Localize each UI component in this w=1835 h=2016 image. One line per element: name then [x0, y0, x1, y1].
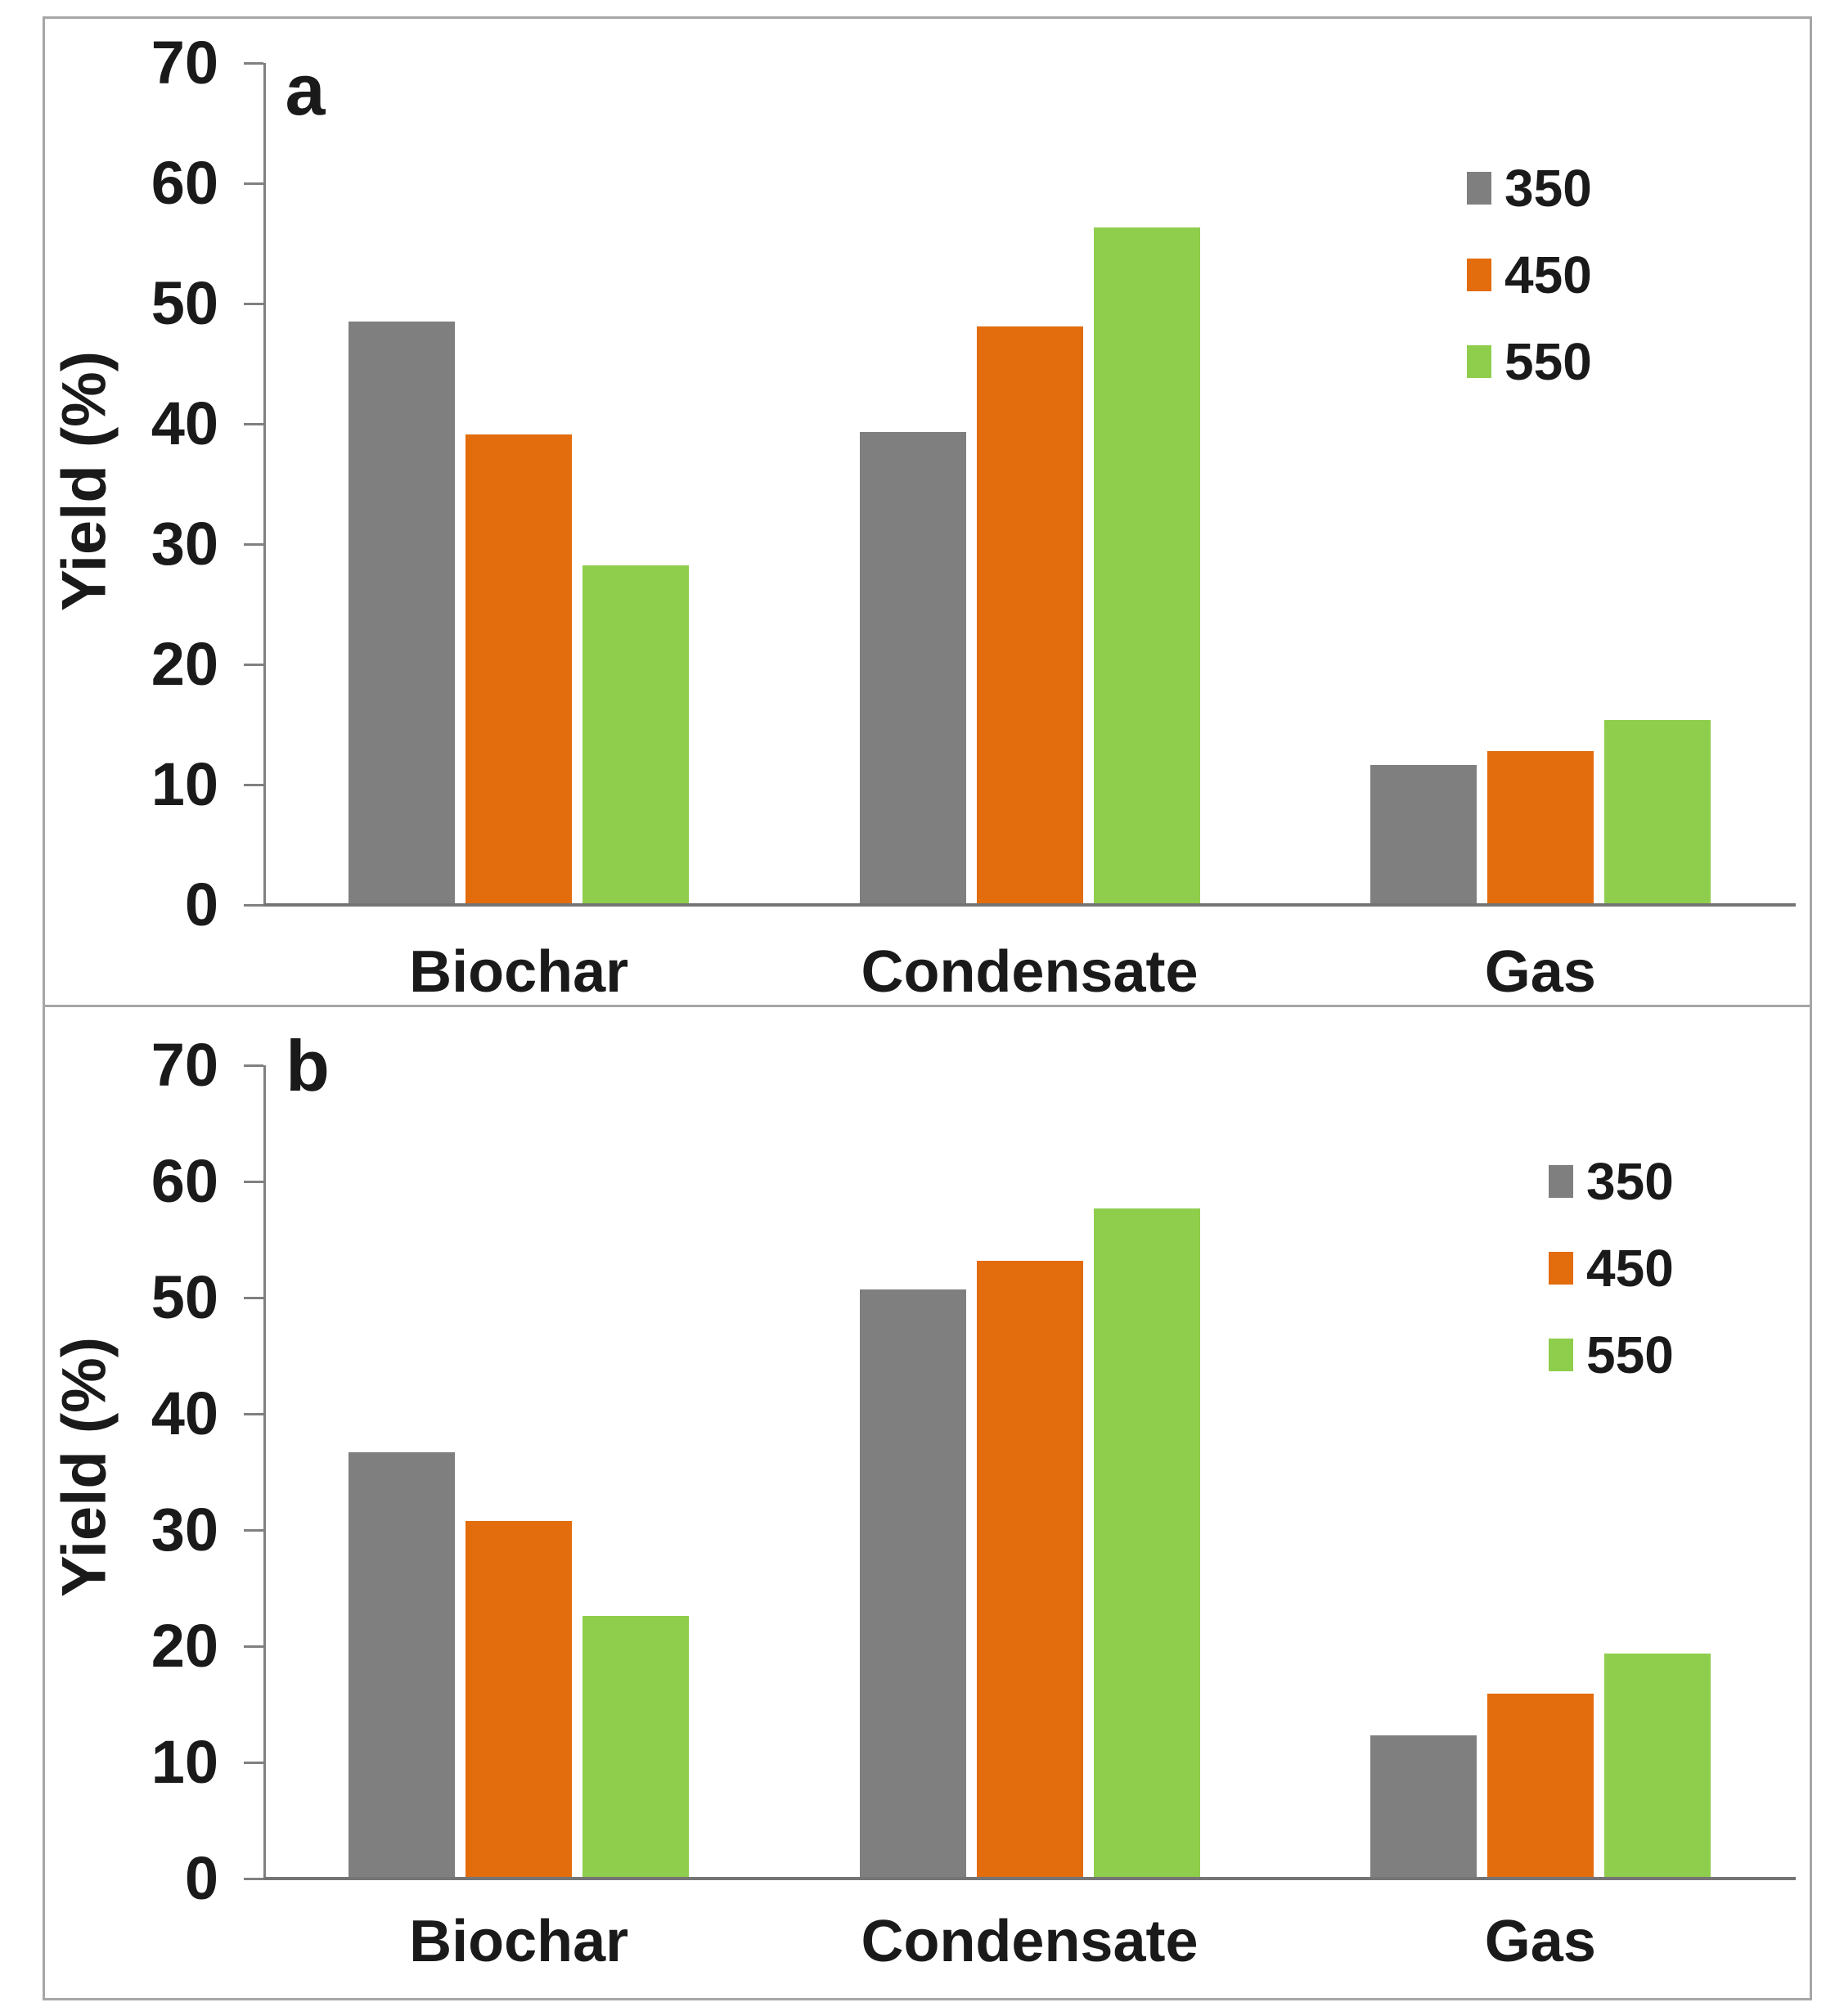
- y-tick-a: [244, 664, 263, 666]
- bar-condensate-450-b: [976, 1260, 1083, 1879]
- y-tick-label-b: 70: [151, 1031, 218, 1099]
- y-tick-a: [244, 182, 263, 185]
- legend-label-450-a: 450: [1504, 245, 1592, 304]
- bar-gas-450-b: [1486, 1694, 1594, 1879]
- legend-entry-450-b: 450: [1549, 1242, 1674, 1294]
- panel-letter-b: b: [286, 1025, 330, 1106]
- category-label-gas-a: Gas: [1484, 939, 1596, 1005]
- y-tick-label-a: 70: [151, 29, 218, 97]
- chart-panel-b: b Yield (%) 0 10 20 30 40 50 60 70 Biochar Conden…: [43, 1005, 1812, 2000]
- category-label-condensate-b: Condensate: [861, 1909, 1199, 1974]
- category-label-biochar-b: Biochar: [409, 1909, 629, 1974]
- x-axis-line-b: [263, 1877, 1796, 1880]
- bar-biochar-450-a: [465, 434, 573, 905]
- bar-biochar-550-a: [582, 565, 690, 905]
- y-tick-a: [244, 62, 263, 65]
- y-tick-a: [244, 784, 263, 786]
- legend-label-550-b: 550: [1586, 1325, 1674, 1384]
- bar-biochar-450-b: [465, 1520, 573, 1879]
- x-axis-line-a: [263, 903, 1796, 907]
- bar-condensate-350-b: [859, 1289, 966, 1879]
- y-tick-b: [244, 1064, 263, 1067]
- y-tick-label-a: 10: [151, 750, 218, 818]
- y-tick-a: [244, 303, 263, 305]
- y-tick-label-b: 50: [151, 1263, 218, 1331]
- legend-label-350-a: 350: [1504, 159, 1592, 218]
- bar-condensate-550-b: [1093, 1208, 1200, 1879]
- y-tick-label-b: 20: [151, 1612, 218, 1680]
- y-tick-a: [244, 904, 263, 907]
- bar-gas-550-b: [1603, 1653, 1711, 1879]
- legend-label-350-b: 350: [1586, 1152, 1674, 1211]
- legend-b: 350 450 550: [1549, 1155, 1674, 1381]
- y-tick-label-a: 40: [151, 389, 218, 457]
- plot-area-b: b Yield (%) 0 10 20 30 40 50 60 70 Biochar Conden…: [45, 1007, 1810, 1998]
- legend-entry-550-a: 550: [1467, 335, 1592, 388]
- y-tick-label-a: 50: [151, 269, 218, 337]
- legend-label-550-a: 550: [1504, 332, 1592, 391]
- y-tick-label-b: 10: [151, 1728, 218, 1796]
- y-tick-a: [244, 423, 263, 425]
- bar-gas-350-b: [1370, 1735, 1477, 1879]
- y-tick-label-b: 0: [184, 1844, 218, 1912]
- legend-entry-350-b: 350: [1549, 1155, 1674, 1208]
- legend-entry-350-a: 350: [1467, 162, 1592, 214]
- panel-letter-a: a: [285, 49, 326, 130]
- chart-panel-a: a Yield (%) 0 10 20 30 40 50 60 70 Biochar Conden…: [43, 16, 1812, 1007]
- legend-swatch-550-b: [1549, 1339, 1573, 1371]
- bar-gas-450-a: [1486, 750, 1594, 905]
- plot-area-a: a Yield (%) 0 10 20 30 40 50 60 70 Biochar Conden…: [45, 19, 1810, 1005]
- y-tick-b: [244, 1878, 263, 1880]
- category-label-biochar-a: Biochar: [409, 939, 629, 1005]
- y-tick-b: [244, 1413, 263, 1415]
- y-tick-b: [244, 1762, 263, 1764]
- legend-entry-450-a: 450: [1467, 249, 1592, 301]
- category-label-condensate-a: Condensate: [861, 939, 1199, 1005]
- legend-swatch-550-a: [1467, 345, 1491, 378]
- bar-gas-550-a: [1603, 719, 1711, 905]
- bar-gas-350-a: [1370, 765, 1477, 905]
- y-tick-b: [244, 1297, 263, 1299]
- y-tick-label-b: 60: [151, 1147, 218, 1215]
- legend-swatch-350-b: [1549, 1165, 1573, 1198]
- y-tick-label-a: 20: [151, 630, 218, 698]
- y-tick-label-a: 60: [151, 149, 218, 217]
- category-label-gas-b: Gas: [1484, 1909, 1596, 1974]
- y-tick-b: [244, 1181, 263, 1183]
- bar-condensate-550-a: [1093, 227, 1200, 905]
- y-tick-label-a: 30: [151, 510, 218, 578]
- y-tick-b: [244, 1645, 263, 1648]
- bar-biochar-550-b: [582, 1616, 690, 1879]
- legend-swatch-450-a: [1467, 259, 1491, 291]
- legend-entry-550-b: 550: [1549, 1329, 1674, 1381]
- legend-label-450-b: 450: [1586, 1239, 1674, 1298]
- legend-a: 350 450 550: [1467, 162, 1592, 388]
- y-tick-a: [244, 543, 263, 546]
- y-tick-b: [244, 1529, 263, 1532]
- y-tick-label-b: 40: [151, 1379, 218, 1447]
- bar-biochar-350-a: [349, 322, 456, 905]
- y-tick-label-a: 0: [184, 871, 218, 938]
- bar-condensate-350-a: [859, 432, 966, 905]
- legend-swatch-350-a: [1467, 172, 1491, 205]
- y-tick-label-b: 30: [151, 1496, 218, 1564]
- bar-condensate-450-a: [976, 326, 1083, 905]
- legend-swatch-450-b: [1549, 1252, 1573, 1285]
- y-axis-line-a: [263, 63, 266, 905]
- y-axis-line-b: [263, 1065, 266, 1879]
- bar-biochar-350-b: [349, 1451, 456, 1879]
